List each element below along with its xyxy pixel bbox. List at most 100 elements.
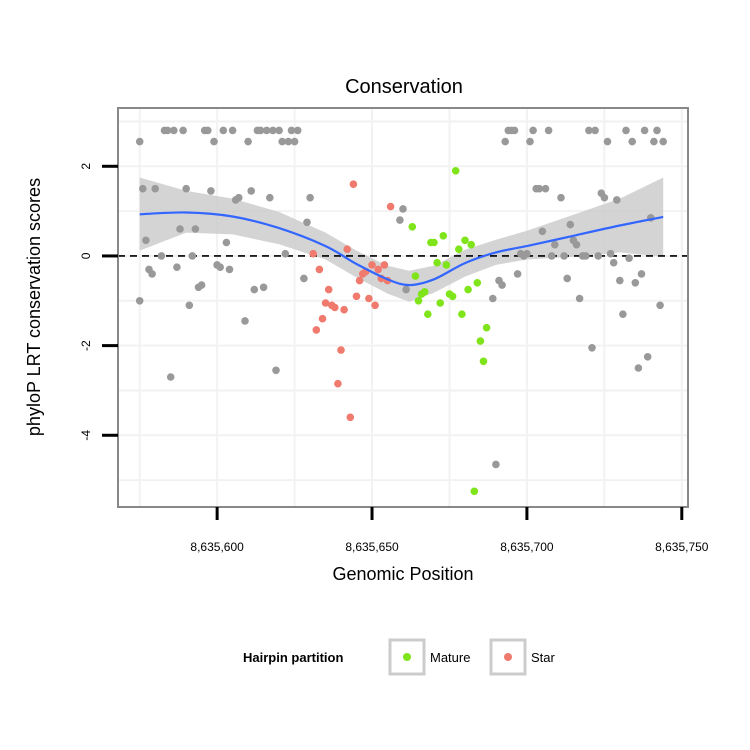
legend-dot-mature [403,653,411,661]
data-point-other [619,310,627,319]
data-point-other [151,184,159,193]
data-point-other [228,126,237,135]
y-axis: -4 -2 0 2 [79,163,118,441]
data-point-star [337,346,345,354]
data-point-other [510,126,519,135]
legend-label-star: Star [531,650,556,665]
plot-panel-border [117,107,689,508]
data-point-other [622,126,630,135]
data-point-star [312,326,321,334]
data-point-other [191,225,200,233]
data-point-other [182,184,190,193]
data-point-other [566,220,575,229]
data-point-other [606,249,615,258]
data-point-other [628,137,636,146]
data-point-other [637,270,646,278]
data-point-mature [414,297,423,305]
data-point-other [266,193,274,202]
y-tick-label: -2 [79,340,93,351]
data-point-other [163,126,172,135]
data-point-star [380,261,389,269]
data-point-other [492,460,500,469]
data-point-other [284,137,293,146]
data-point-other [188,252,197,260]
data-point-other [179,126,187,135]
x-axis-title: Genomic Position [332,564,473,584]
data-point-other [222,238,231,247]
smooth-trend-line [139,211,664,287]
data-point-other [139,184,147,193]
data-point-other [551,240,559,249]
data-point-other [176,225,184,233]
data-point-other [489,294,497,303]
data-point-other [603,137,612,146]
data-point-other [262,126,271,135]
data-point-other [591,126,599,135]
data-point-star [352,292,361,301]
data-point-other [173,263,181,272]
data-point-other [513,270,522,278]
data-point-other [225,265,234,274]
data-point-star [349,180,358,188]
data-point-star [340,305,348,314]
data-point-mature [451,167,460,175]
data-point-star [334,379,342,388]
data-point-star [355,276,364,285]
legend-key-star [489,638,527,676]
data-point-other [625,254,633,262]
data-point-other [399,205,407,213]
data-point-other [659,137,667,146]
data-point-other [396,216,404,224]
data-point-mature [424,310,432,319]
data-point-other [557,193,565,202]
data-point-other [585,126,593,135]
data-point-other [148,270,156,278]
data-point-mature [482,323,491,332]
data-point-other [135,297,144,305]
data-point-mature [479,357,488,366]
x-tick-label: 8,635,750 [655,540,709,554]
points-layer [135,126,667,496]
data-point-other [529,126,537,135]
data-point-other [631,279,640,287]
data-point-other [241,317,249,325]
data-point-other [544,126,553,135]
data-point-other [287,126,296,135]
legend-title: Hairpin partition [243,650,343,665]
data-point-mature [461,236,469,245]
y-tick-label: 2 [79,163,93,170]
y-axis-title: phyloP LRT conservation scores [24,178,44,436]
data-point-other [290,137,299,146]
data-point-other [609,258,618,267]
data-point-other [498,281,506,289]
data-point-mature [467,240,476,249]
data-point-other [560,252,568,260]
data-point-other [656,301,664,310]
data-point-other [643,353,652,361]
legend-dot-star [504,653,512,661]
grid-lines [118,108,688,507]
data-point-other [572,240,581,249]
data-point-other [523,249,531,258]
data-point-other [216,263,224,272]
x-axis: 8,635,600 8,635,650 8,635,700 8,635,750 [190,507,709,554]
data-point-mature [411,272,420,280]
data-point-star [318,314,327,323]
legend: Hairpin partition Mature Star [243,638,556,676]
data-point-other [653,126,661,135]
data-point-other [575,294,584,303]
data-point-other [142,236,150,245]
data-point-other [281,249,290,258]
data-point-star [309,249,318,258]
data-point-star [371,301,379,310]
data-point-other [272,366,280,375]
data-point-star [386,202,395,211]
data-point-other [541,184,550,193]
chart-title: Conservation [345,76,463,98]
data-point-other [235,193,243,202]
data-point-mature [448,292,457,301]
data-point-star [374,265,383,274]
data-point-other [157,252,166,260]
data-point-other [501,137,510,146]
data-point-other [197,281,206,289]
